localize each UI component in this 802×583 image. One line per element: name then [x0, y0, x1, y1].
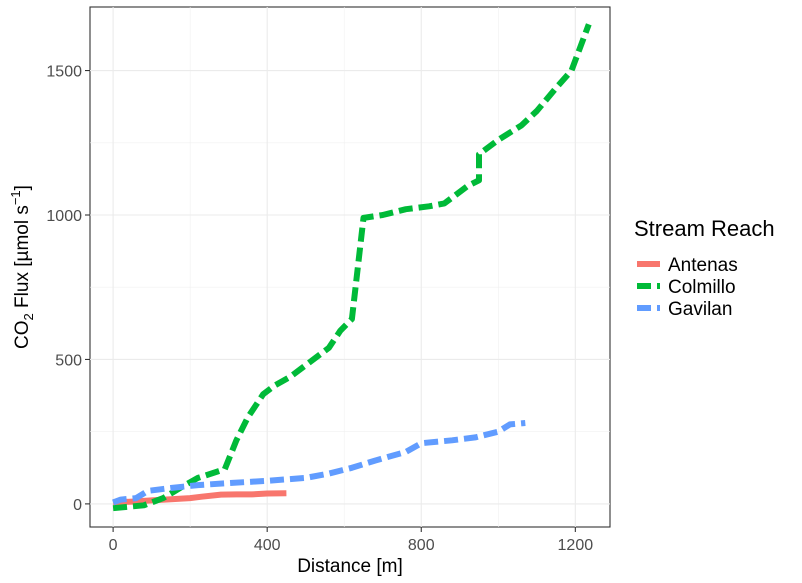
y-axis-title-suffix: ] — [12, 185, 33, 190]
y-axis-title-superscript: −1 — [8, 190, 23, 205]
y-axis-title-middle: Flux [µmol s — [12, 205, 33, 313]
x-tick-label: 800 — [408, 537, 435, 554]
legend-label-antenas: Antenas — [668, 255, 738, 276]
legend-label-colmillo: Colmillo — [668, 277, 736, 298]
series-line-colmillo — [112, 23, 592, 512]
y-axis-title-prefix: CO — [12, 320, 33, 349]
x-axis-title: Distance [m] — [297, 556, 403, 577]
x-tick-label: 0 — [109, 537, 118, 554]
series-line-antenas — [112, 490, 287, 506]
series-line-gavilan — [112, 420, 526, 506]
y-tick-label: 1000 — [46, 208, 82, 225]
y-axis-title-subscript: 2 — [21, 313, 36, 320]
y-axis-ticks: 0 500 1000 1500 — [46, 64, 90, 514]
plot-panel — [89, 6, 611, 528]
legend-title: Stream Reach — [634, 216, 775, 241]
x-axis-ticks: 0 400 800 1200 — [109, 527, 594, 554]
y-tick-label: 0 — [73, 497, 82, 514]
x-tick-label: 400 — [254, 537, 281, 554]
x-tick-label: 1200 — [558, 537, 594, 554]
legend-label-gavilan: Gavilan — [668, 299, 732, 320]
y-tick-label: 1500 — [46, 64, 82, 81]
minor-grid — [90, 7, 610, 527]
series-layer — [112, 23, 592, 512]
major-grid — [90, 7, 610, 527]
y-axis-title: CO2 Flux [µmol s−1] — [8, 185, 36, 349]
y-tick-label: 500 — [55, 352, 82, 369]
